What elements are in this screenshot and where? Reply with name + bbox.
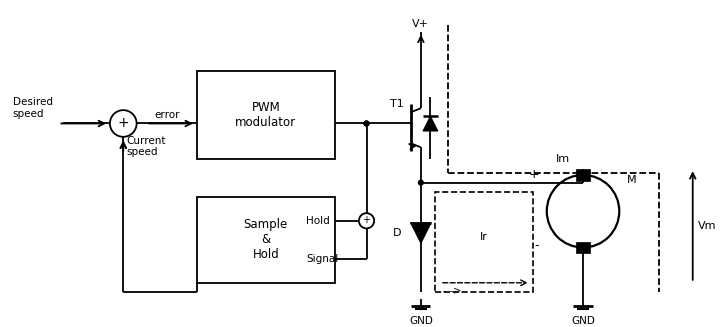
Text: Vm: Vm xyxy=(698,220,716,231)
Text: +: + xyxy=(362,215,370,225)
Text: GND: GND xyxy=(409,316,433,326)
Text: V+: V+ xyxy=(412,19,429,28)
Text: -: - xyxy=(534,239,539,252)
Text: D: D xyxy=(393,228,401,238)
Text: Sample
&
Hold: Sample & Hold xyxy=(244,218,288,261)
Text: error: error xyxy=(154,110,179,120)
Text: - ->: - -> xyxy=(443,286,461,296)
Bar xyxy=(197,71,335,159)
Text: GND: GND xyxy=(571,316,595,326)
Text: Current
speed: Current speed xyxy=(126,136,166,157)
Text: M: M xyxy=(627,175,637,185)
Text: Desired
speed: Desired speed xyxy=(12,97,52,119)
Circle shape xyxy=(418,180,423,185)
Circle shape xyxy=(364,121,369,126)
Polygon shape xyxy=(410,223,431,244)
Text: Im: Im xyxy=(556,154,570,164)
Circle shape xyxy=(364,121,369,126)
Text: Ir: Ir xyxy=(481,232,489,242)
Bar xyxy=(576,169,590,181)
Bar xyxy=(576,242,590,253)
Text: +: + xyxy=(529,168,539,181)
Polygon shape xyxy=(423,116,438,131)
Text: +: + xyxy=(118,115,129,129)
Bar xyxy=(435,192,534,292)
Bar xyxy=(197,197,335,283)
Text: Hold: Hold xyxy=(306,216,330,226)
Text: PWM
modulator: PWM modulator xyxy=(235,101,296,129)
Text: Signal: Signal xyxy=(306,254,338,264)
Text: T1: T1 xyxy=(391,99,404,110)
